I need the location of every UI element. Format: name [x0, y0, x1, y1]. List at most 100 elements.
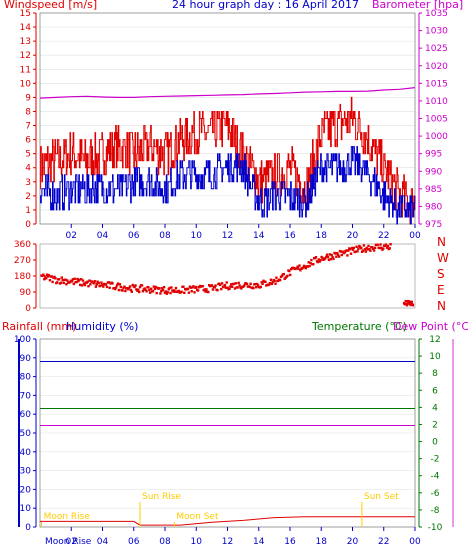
- direction-point: [140, 284, 144, 287]
- direction-point: [134, 284, 137, 287]
- x-tick-label: 14: [253, 231, 265, 241]
- x-tick-label: 00: [409, 537, 421, 547]
- direction-point: [201, 285, 204, 288]
- direction-point: [130, 290, 133, 293]
- x-tick-label: 16: [284, 537, 296, 547]
- direction-point: [72, 282, 75, 286]
- direction-point: [341, 250, 344, 253]
- y2-tick-label: 1025: [425, 44, 448, 54]
- direction-point: [365, 246, 368, 250]
- direction-point: [216, 289, 219, 292]
- x-tick-label: 00: [409, 231, 421, 241]
- direction-point: [205, 288, 208, 291]
- compass-letter: W: [437, 251, 449, 265]
- direction-point: [255, 282, 259, 286]
- y-tick-label: 180: [14, 272, 31, 282]
- direction-point: [118, 283, 122, 286]
- direction-point: [373, 246, 377, 249]
- direction-point: [335, 255, 338, 258]
- direction-point: [226, 286, 229, 289]
- x-tick-label: 20: [347, 537, 359, 547]
- direction-point: [127, 287, 131, 290]
- x-tick-label: 10: [191, 537, 203, 547]
- direction-point: [408, 302, 411, 305]
- y-tick-label: 80: [20, 373, 32, 383]
- compass-letter: S: [437, 267, 445, 281]
- direction-point: [204, 290, 207, 293]
- direction-point: [405, 304, 409, 307]
- direction-point: [163, 291, 167, 294]
- direction-point: [115, 286, 118, 289]
- direction-point: [161, 289, 165, 292]
- direction-point: [97, 281, 100, 285]
- y-tick-label: 100: [14, 335, 31, 345]
- direction-point: [248, 285, 251, 288]
- x-tick-label: 12: [222, 537, 233, 547]
- y-tick-label: 270: [14, 256, 31, 266]
- direction-point: [95, 283, 98, 286]
- direction-point: [317, 258, 320, 261]
- x-tick-label: 12: [222, 231, 233, 241]
- direction-point: [314, 256, 318, 259]
- direction-point: [155, 291, 158, 295]
- y-tick-label: 20: [20, 485, 32, 495]
- direction-point: [363, 248, 367, 251]
- direction-point: [355, 245, 358, 248]
- direction-point: [174, 286, 178, 290]
- y-tick-label: 2: [25, 192, 31, 202]
- event-label: Sun Rise: [142, 492, 181, 502]
- y2-tick-label: 2: [432, 420, 438, 430]
- direction-point: [354, 250, 357, 253]
- direction-point: [61, 278, 64, 282]
- direction-point: [116, 282, 120, 285]
- direction-point: [389, 243, 392, 246]
- direction-point: [164, 290, 168, 293]
- direction-point: [114, 287, 117, 291]
- direction-point: [80, 284, 84, 287]
- x-tick-label: 10: [191, 231, 203, 241]
- direction-point: [193, 291, 196, 294]
- x-tick-label: 04: [97, 537, 109, 547]
- y-tick-label: 6: [25, 136, 31, 146]
- direction-point: [330, 253, 333, 257]
- y2-tick-label: 990: [425, 167, 442, 177]
- direction-point: [245, 282, 249, 286]
- direction-point: [289, 273, 292, 277]
- direction-point: [88, 279, 91, 282]
- direction-point: [192, 285, 195, 288]
- direction-point: [237, 281, 240, 285]
- direction-point: [383, 244, 387, 247]
- y2-tick-label: 1020: [425, 62, 448, 72]
- direction-point: [170, 286, 173, 289]
- x-tick-label: 08: [159, 231, 171, 241]
- direction-point: [271, 281, 274, 284]
- direction-point: [162, 286, 166, 289]
- direction-point: [182, 285, 185, 288]
- direction-point: [282, 272, 285, 276]
- direction-point: [121, 289, 124, 292]
- y2-tick-label: 6: [432, 386, 438, 396]
- direction-point: [371, 246, 374, 249]
- direction-point: [59, 281, 63, 284]
- direction-point: [339, 250, 343, 253]
- direction-point: [286, 274, 289, 277]
- direction-point: [259, 285, 262, 289]
- windspeed-series: [40, 146, 416, 225]
- direction-point: [62, 281, 65, 285]
- direction-point: [87, 285, 90, 288]
- direction-point: [44, 275, 47, 278]
- direction-point: [223, 284, 227, 287]
- direction-point: [269, 278, 273, 281]
- y2-tick-label: 10: [429, 352, 441, 362]
- direction-point: [340, 253, 343, 257]
- direction-point: [364, 250, 367, 253]
- x-tick-label: 18: [316, 537, 328, 547]
- y-tick-label: 360: [14, 240, 31, 250]
- direction-point: [348, 248, 352, 251]
- direction-point: [75, 280, 78, 284]
- direction-point: [325, 253, 329, 256]
- direction-point: [411, 304, 415, 307]
- direction-point: [148, 288, 151, 292]
- direction-point: [100, 281, 103, 284]
